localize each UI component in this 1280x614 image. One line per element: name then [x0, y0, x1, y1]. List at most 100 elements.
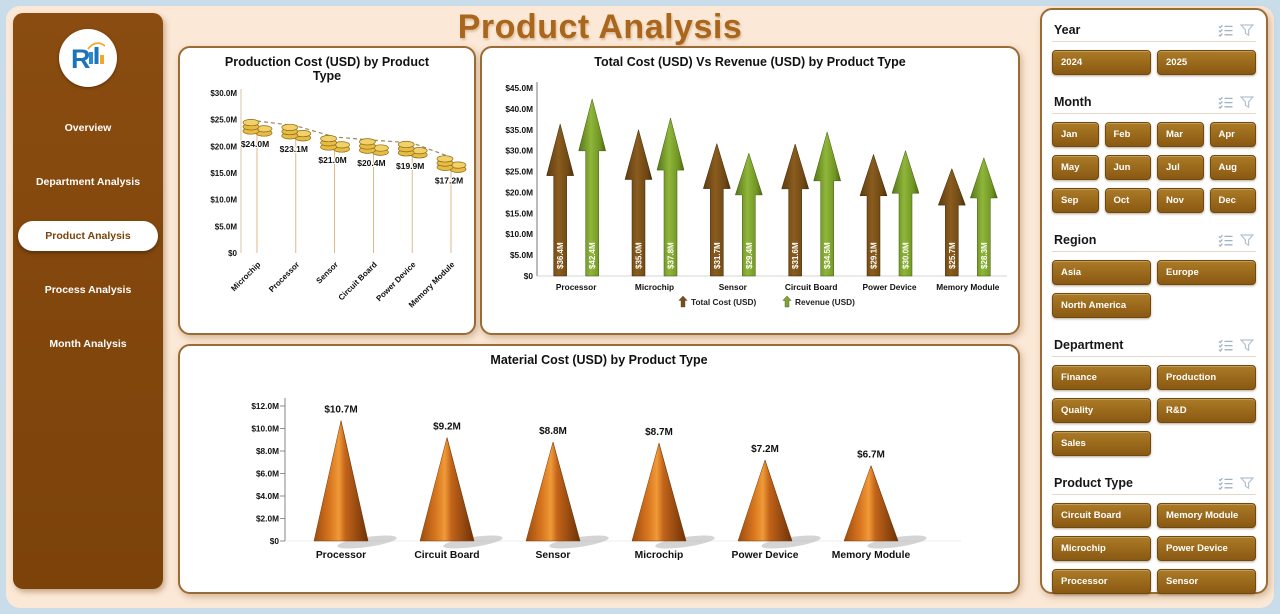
svg-text:$25.0M: $25.0M	[210, 116, 237, 125]
svg-text:$9.2M: $9.2M	[433, 422, 461, 433]
sidebar-item-product-analysis[interactable]: Product Analysis	[18, 221, 158, 251]
svg-text:$10.7M: $10.7M	[324, 405, 357, 416]
filter-option-nov[interactable]: Nov	[1157, 188, 1204, 213]
slicer-header: Region	[1052, 228, 1256, 252]
svg-text:Sensor: Sensor	[719, 282, 748, 292]
svg-text:$20.0M: $20.0M	[210, 142, 237, 151]
filter-option-2024[interactable]: 2024	[1052, 50, 1151, 75]
clear-filter-icon[interactable]	[1240, 338, 1254, 352]
multi-select-icon[interactable]	[1218, 339, 1233, 352]
filter-option-sales[interactable]: Sales	[1052, 431, 1151, 456]
filter-option-apr[interactable]: Apr	[1209, 122, 1256, 147]
slicer-header: Year	[1052, 18, 1256, 42]
filter-option-jul[interactable]: Jul	[1157, 155, 1204, 180]
sidebar-nav: Overview Department Analysis Product Analy…	[13, 113, 163, 359]
multi-select-icon[interactable]	[1218, 24, 1233, 37]
slicer-options: 2024 2025	[1052, 50, 1256, 75]
filter-option-mar[interactable]: Mar	[1157, 122, 1204, 147]
svg-text:$15.0M: $15.0M	[505, 208, 533, 218]
sidebar: R Overview Department Analysis Product Ana…	[13, 13, 163, 589]
clear-filter-icon[interactable]	[1240, 233, 1254, 247]
svg-text:Power Device: Power Device	[732, 550, 799, 561]
svg-text:$15.0M: $15.0M	[210, 169, 237, 178]
filter-option-oct[interactable]: Oct	[1104, 188, 1151, 213]
svg-text:$12.0M: $12.0M	[251, 401, 279, 411]
material-cost-chart-title: Material Cost (USD) by Product Type	[490, 353, 708, 367]
svg-text:$6.0M: $6.0M	[256, 469, 279, 479]
cost-vs-revenue-chart-card: Total Cost (USD) Vs Revenue (USD) by Pro…	[480, 46, 1020, 335]
sidebar-item-overview[interactable]: Overview	[64, 122, 112, 134]
clear-filter-icon[interactable]	[1240, 95, 1254, 109]
svg-text:$24.0M: $24.0M	[241, 139, 269, 149]
filter-option-finance[interactable]: Finance	[1052, 365, 1151, 390]
filter-option-europe[interactable]: Europe	[1157, 260, 1256, 285]
filter-option-power-device[interactable]: Power Device	[1157, 536, 1256, 561]
svg-text:$31.6M: $31.6M	[791, 242, 800, 269]
filter-option-memory-module[interactable]: Memory Module	[1157, 503, 1256, 528]
filter-option-microchip[interactable]: Microchip	[1052, 536, 1151, 561]
filter-option-feb[interactable]: Feb	[1104, 122, 1151, 147]
svg-text:Circuit Board: Circuit Board	[785, 282, 838, 292]
svg-text:$10.0M: $10.0M	[210, 196, 237, 205]
sidebar-item-month-analysis[interactable]: Month Analysis	[49, 338, 127, 350]
filter-option-r-d[interactable]: R&D	[1157, 398, 1256, 423]
svg-text:$17.2M: $17.2M	[435, 175, 463, 185]
svg-text:$10.0M: $10.0M	[505, 229, 533, 239]
filter-option-may[interactable]: May	[1052, 155, 1099, 180]
page-title: Product Analysis	[457, 8, 743, 46]
filter-option-jun[interactable]: Jun	[1104, 155, 1151, 180]
svg-text:$31.7M: $31.7M	[713, 242, 722, 269]
sidebar-item-department-analysis[interactable]: Department Analysis	[35, 176, 141, 188]
filter-option-asia[interactable]: Asia	[1052, 260, 1151, 285]
slicer-options: Circuit Board Memory Module Microchip Power…	[1052, 503, 1256, 594]
production-cost-chart-title: Production Cost (USD) by Product Type	[224, 55, 430, 83]
svg-text:Microchip: Microchip	[635, 550, 684, 561]
logo-graphic: R	[71, 42, 106, 74]
cost-vs-revenue-chart-title: Total Cost (USD) Vs Revenue (USD) by Pro…	[594, 55, 906, 69]
svg-text:$8.0M: $8.0M	[256, 446, 279, 456]
filter-option-dec[interactable]: Dec	[1209, 188, 1256, 213]
production-cost-line-chart[interactable]: $0 $5.0M $10.0M $15.0M $20.0M $25.0M $30.0M $24…	[181, 83, 473, 327]
multi-select-icon[interactable]	[1218, 96, 1233, 109]
filter-option-sensor[interactable]: Sensor	[1157, 569, 1256, 594]
slicer-header-icons	[1218, 476, 1254, 490]
svg-text:Sensor: Sensor	[314, 260, 340, 286]
filter-option-processor[interactable]: Processor	[1052, 569, 1151, 594]
svg-text:$0: $0	[270, 536, 280, 546]
svg-text:$35.0M: $35.0M	[505, 125, 533, 135]
svg-text:$0: $0	[524, 271, 534, 281]
svg-text:Power Device: Power Device	[863, 282, 917, 292]
svg-text:$5.0M: $5.0M	[510, 250, 533, 260]
svg-text:Processor: Processor	[267, 260, 301, 294]
slicer-year: Year 2024 2025	[1052, 18, 1256, 75]
filter-option-circuit-board[interactable]: Circuit Board	[1052, 503, 1151, 528]
svg-text:$6.7M: $6.7M	[857, 450, 885, 461]
multi-select-icon[interactable]	[1218, 477, 1233, 490]
svg-text:Total Cost (USD): Total Cost (USD)	[691, 297, 757, 307]
filter-option-north-america[interactable]: North America	[1052, 293, 1151, 318]
svg-text:$29.1M: $29.1M	[870, 242, 879, 269]
material-cost-pyramid-chart[interactable]: $0 $2.0M $4.0M $6.0M $8.0M $10.0M $12.0M $10.7M…	[181, 367, 1017, 579]
slicer-title: Month	[1054, 95, 1092, 109]
slicer-header-icons	[1218, 338, 1254, 352]
filter-option-sep[interactable]: Sep	[1052, 188, 1099, 213]
cost-vs-revenue-arrow-chart[interactable]: $0 $5.0M $10.0M $15.0M $20.0M $25.0M $30.0M $35…	[483, 69, 1017, 322]
sidebar-item-process-analysis[interactable]: Process Analysis	[44, 284, 132, 296]
filter-option-2025[interactable]: 2025	[1157, 50, 1256, 75]
clear-filter-icon[interactable]	[1240, 23, 1254, 37]
svg-text:$30.0M: $30.0M	[505, 146, 533, 156]
svg-text:$23.1M: $23.1M	[280, 144, 308, 154]
svg-text:Memory Module: Memory Module	[832, 550, 911, 561]
filter-option-quality[interactable]: Quality	[1052, 398, 1151, 423]
svg-text:$4.0M: $4.0M	[256, 491, 279, 501]
filter-option-jan[interactable]: Jan	[1052, 122, 1099, 147]
svg-text:Microchip: Microchip	[229, 260, 262, 293]
clear-filter-icon[interactable]	[1240, 476, 1254, 490]
svg-text:Processor: Processor	[556, 282, 597, 292]
svg-text:Memory Module: Memory Module	[936, 282, 1000, 292]
filter-option-production[interactable]: Production	[1157, 365, 1256, 390]
multi-select-icon[interactable]	[1218, 234, 1233, 247]
svg-text:$42.4M: $42.4M	[588, 242, 597, 269]
filter-option-aug[interactable]: Aug	[1209, 155, 1256, 180]
svg-text:$7.2M: $7.2M	[751, 444, 779, 455]
